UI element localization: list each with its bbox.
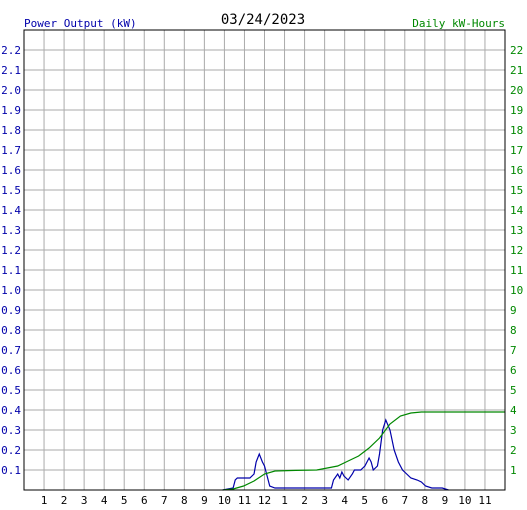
- right-axis-title: Daily kW-Hours: [412, 17, 505, 30]
- left-tick-label: 0.4: [1, 404, 21, 417]
- x-tick-label: 4: [101, 494, 108, 507]
- left-tick-label: 1.2: [1, 244, 21, 257]
- right-tick-label: 17: [510, 144, 523, 157]
- right-tick-label: 5: [510, 384, 517, 397]
- right-tick-label: 9: [510, 304, 517, 317]
- right-tick-label: 16: [510, 164, 523, 177]
- x-tick-label: 3: [81, 494, 88, 507]
- left-tick-label: 0.7: [1, 344, 21, 357]
- grid: [24, 30, 505, 490]
- right-tick-label: 22: [510, 44, 523, 57]
- x-tick-label: 9: [442, 494, 449, 507]
- right-tick-label: 2: [510, 444, 517, 457]
- x-tick-label: 8: [181, 494, 188, 507]
- right-tick-label: 15: [510, 184, 523, 197]
- left-tick-label: 1.3: [1, 224, 21, 237]
- left-tick-label: 1.9: [1, 104, 21, 117]
- power-output-line: [222, 418, 449, 491]
- x-tick-label: 2: [61, 494, 68, 507]
- chart-date-title: 03/24/2023: [221, 12, 305, 28]
- x-tick-label: 1: [281, 494, 288, 507]
- right-tick-label: 10: [510, 284, 523, 297]
- right-tick-label: 20: [510, 84, 523, 97]
- right-tick-label: 19: [510, 104, 523, 117]
- right-tick-label: 6: [510, 364, 517, 377]
- left-tick-label: 1.7: [1, 144, 21, 157]
- right-tick-label: 12: [510, 244, 523, 257]
- left-tick-label: 2.2: [1, 44, 21, 57]
- left-tick-label: 1.0: [1, 284, 21, 297]
- right-tick-label: 14: [510, 204, 524, 217]
- right-tick-label: 18: [510, 124, 523, 137]
- x-tick-label: 2: [301, 494, 308, 507]
- left-tick-label: 0.6: [1, 364, 21, 377]
- left-tick-label: 1.6: [1, 164, 21, 177]
- x-tick-label: 5: [121, 494, 128, 507]
- left-tick-label: 1.8: [1, 124, 21, 137]
- right-tick-label: 11: [510, 264, 523, 277]
- x-tick-label: 4: [341, 494, 348, 507]
- left-tick-label: 0.3: [1, 424, 21, 437]
- x-tick-label: 6: [381, 494, 388, 507]
- left-tick-label: 0.8: [1, 324, 21, 337]
- x-tick-label: 12: [258, 494, 271, 507]
- plot-frame: [23, 29, 506, 491]
- left-tick-label: 0.2: [1, 444, 21, 457]
- x-tick-label: 10: [458, 494, 471, 507]
- left-tick-label: 0.1: [1, 464, 21, 477]
- right-tick-label: 4: [510, 404, 517, 417]
- left-tick-label: 1.4: [1, 204, 21, 217]
- left-tick-label: 2.1: [1, 64, 21, 77]
- x-axis-ticks: 1 2 3 4 5 6 7 8 9 10 11 12 1 2 3 4 5 6 7 8 9 10 11: [41, 494, 492, 507]
- right-tick-label: 3: [510, 424, 517, 437]
- left-axis-ticks: 0.1 0.2 0.3 0.4 0.5 0.6 0.7 0.8 0.9 1.0 1.1 1.2 1.3 1…: [1, 44, 21, 477]
- right-tick-label: 1: [510, 464, 517, 477]
- x-tick-label: 9: [201, 494, 208, 507]
- right-tick-label: 8: [510, 324, 517, 337]
- x-tick-label: 1: [41, 494, 48, 507]
- right-tick-label: 7: [510, 344, 517, 357]
- x-tick-label: 5: [361, 494, 368, 507]
- x-tick-label: 3: [321, 494, 328, 507]
- x-tick-label: 6: [141, 494, 148, 507]
- left-tick-label: 0.5: [1, 384, 21, 397]
- left-tick-label: 1.1: [1, 264, 21, 277]
- x-tick-label: 8: [422, 494, 429, 507]
- right-tick-label: 21: [510, 64, 523, 77]
- x-tick-label: 7: [401, 494, 408, 507]
- left-axis-title: Power Output (kW): [24, 17, 137, 30]
- left-tick-label: 2.0: [1, 84, 21, 97]
- x-tick-label: 7: [161, 494, 168, 507]
- daily-kwh-line: [222, 411, 505, 491]
- right-tick-label: 13: [510, 224, 523, 237]
- x-tick-label: 10: [218, 494, 231, 507]
- x-tick-label: 11: [478, 494, 491, 507]
- left-tick-label: 0.9: [1, 304, 21, 317]
- x-tick-label: 11: [238, 494, 251, 507]
- series-group: [222, 411, 505, 491]
- left-tick-label: 1.5: [1, 184, 21, 197]
